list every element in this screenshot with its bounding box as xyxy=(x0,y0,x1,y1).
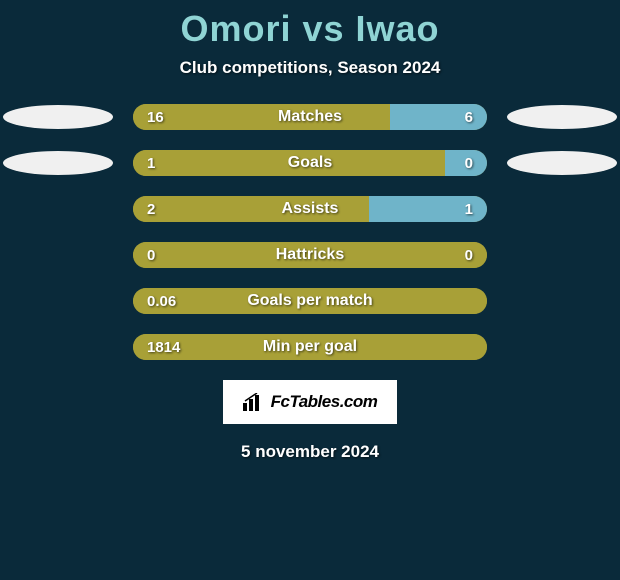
stat-row: Goals per match0.06 xyxy=(0,288,620,314)
stat-row: Matches166 xyxy=(0,104,620,130)
subtitle: Club competitions, Season 2024 xyxy=(0,58,620,78)
stat-bar: Matches166 xyxy=(133,104,487,130)
stat-row: Min per goal1814 xyxy=(0,334,620,360)
chart-icon xyxy=(243,393,265,411)
stat-row: Goals10 xyxy=(0,150,620,176)
page-title: Omori vs Iwao xyxy=(0,8,620,50)
bar-right-fill xyxy=(445,150,487,176)
stat-bar: Hattricks00 xyxy=(133,242,487,268)
source-badge: FcTables.com xyxy=(223,380,397,424)
bar-left-fill xyxy=(133,104,390,130)
bar-right-fill xyxy=(369,196,487,222)
chart-container: Omori vs Iwao Club competitions, Season … xyxy=(0,0,620,462)
bar-left-fill xyxy=(133,334,487,360)
badge-text: FcTables.com xyxy=(271,392,378,412)
bar-right-fill xyxy=(390,104,487,130)
team-oval-left xyxy=(3,105,113,129)
team-oval-left xyxy=(3,151,113,175)
bar-left-fill xyxy=(133,288,487,314)
stat-row: Assists21 xyxy=(0,196,620,222)
bar-left-fill xyxy=(133,242,487,268)
stat-bar: Min per goal1814 xyxy=(133,334,487,360)
team-oval-right xyxy=(507,151,617,175)
stats-list: Matches166 Goals10 Assists21 Hattricks00 Goa… xyxy=(0,104,620,360)
date-text: 5 november 2024 xyxy=(0,442,620,462)
bar-left-fill xyxy=(133,196,369,222)
stat-bar: Goals10 xyxy=(133,150,487,176)
stat-bar: Goals per match0.06 xyxy=(133,288,487,314)
bar-left-fill xyxy=(133,150,445,176)
team-oval-right xyxy=(507,105,617,129)
stat-bar: Assists21 xyxy=(133,196,487,222)
stat-row: Hattricks00 xyxy=(0,242,620,268)
